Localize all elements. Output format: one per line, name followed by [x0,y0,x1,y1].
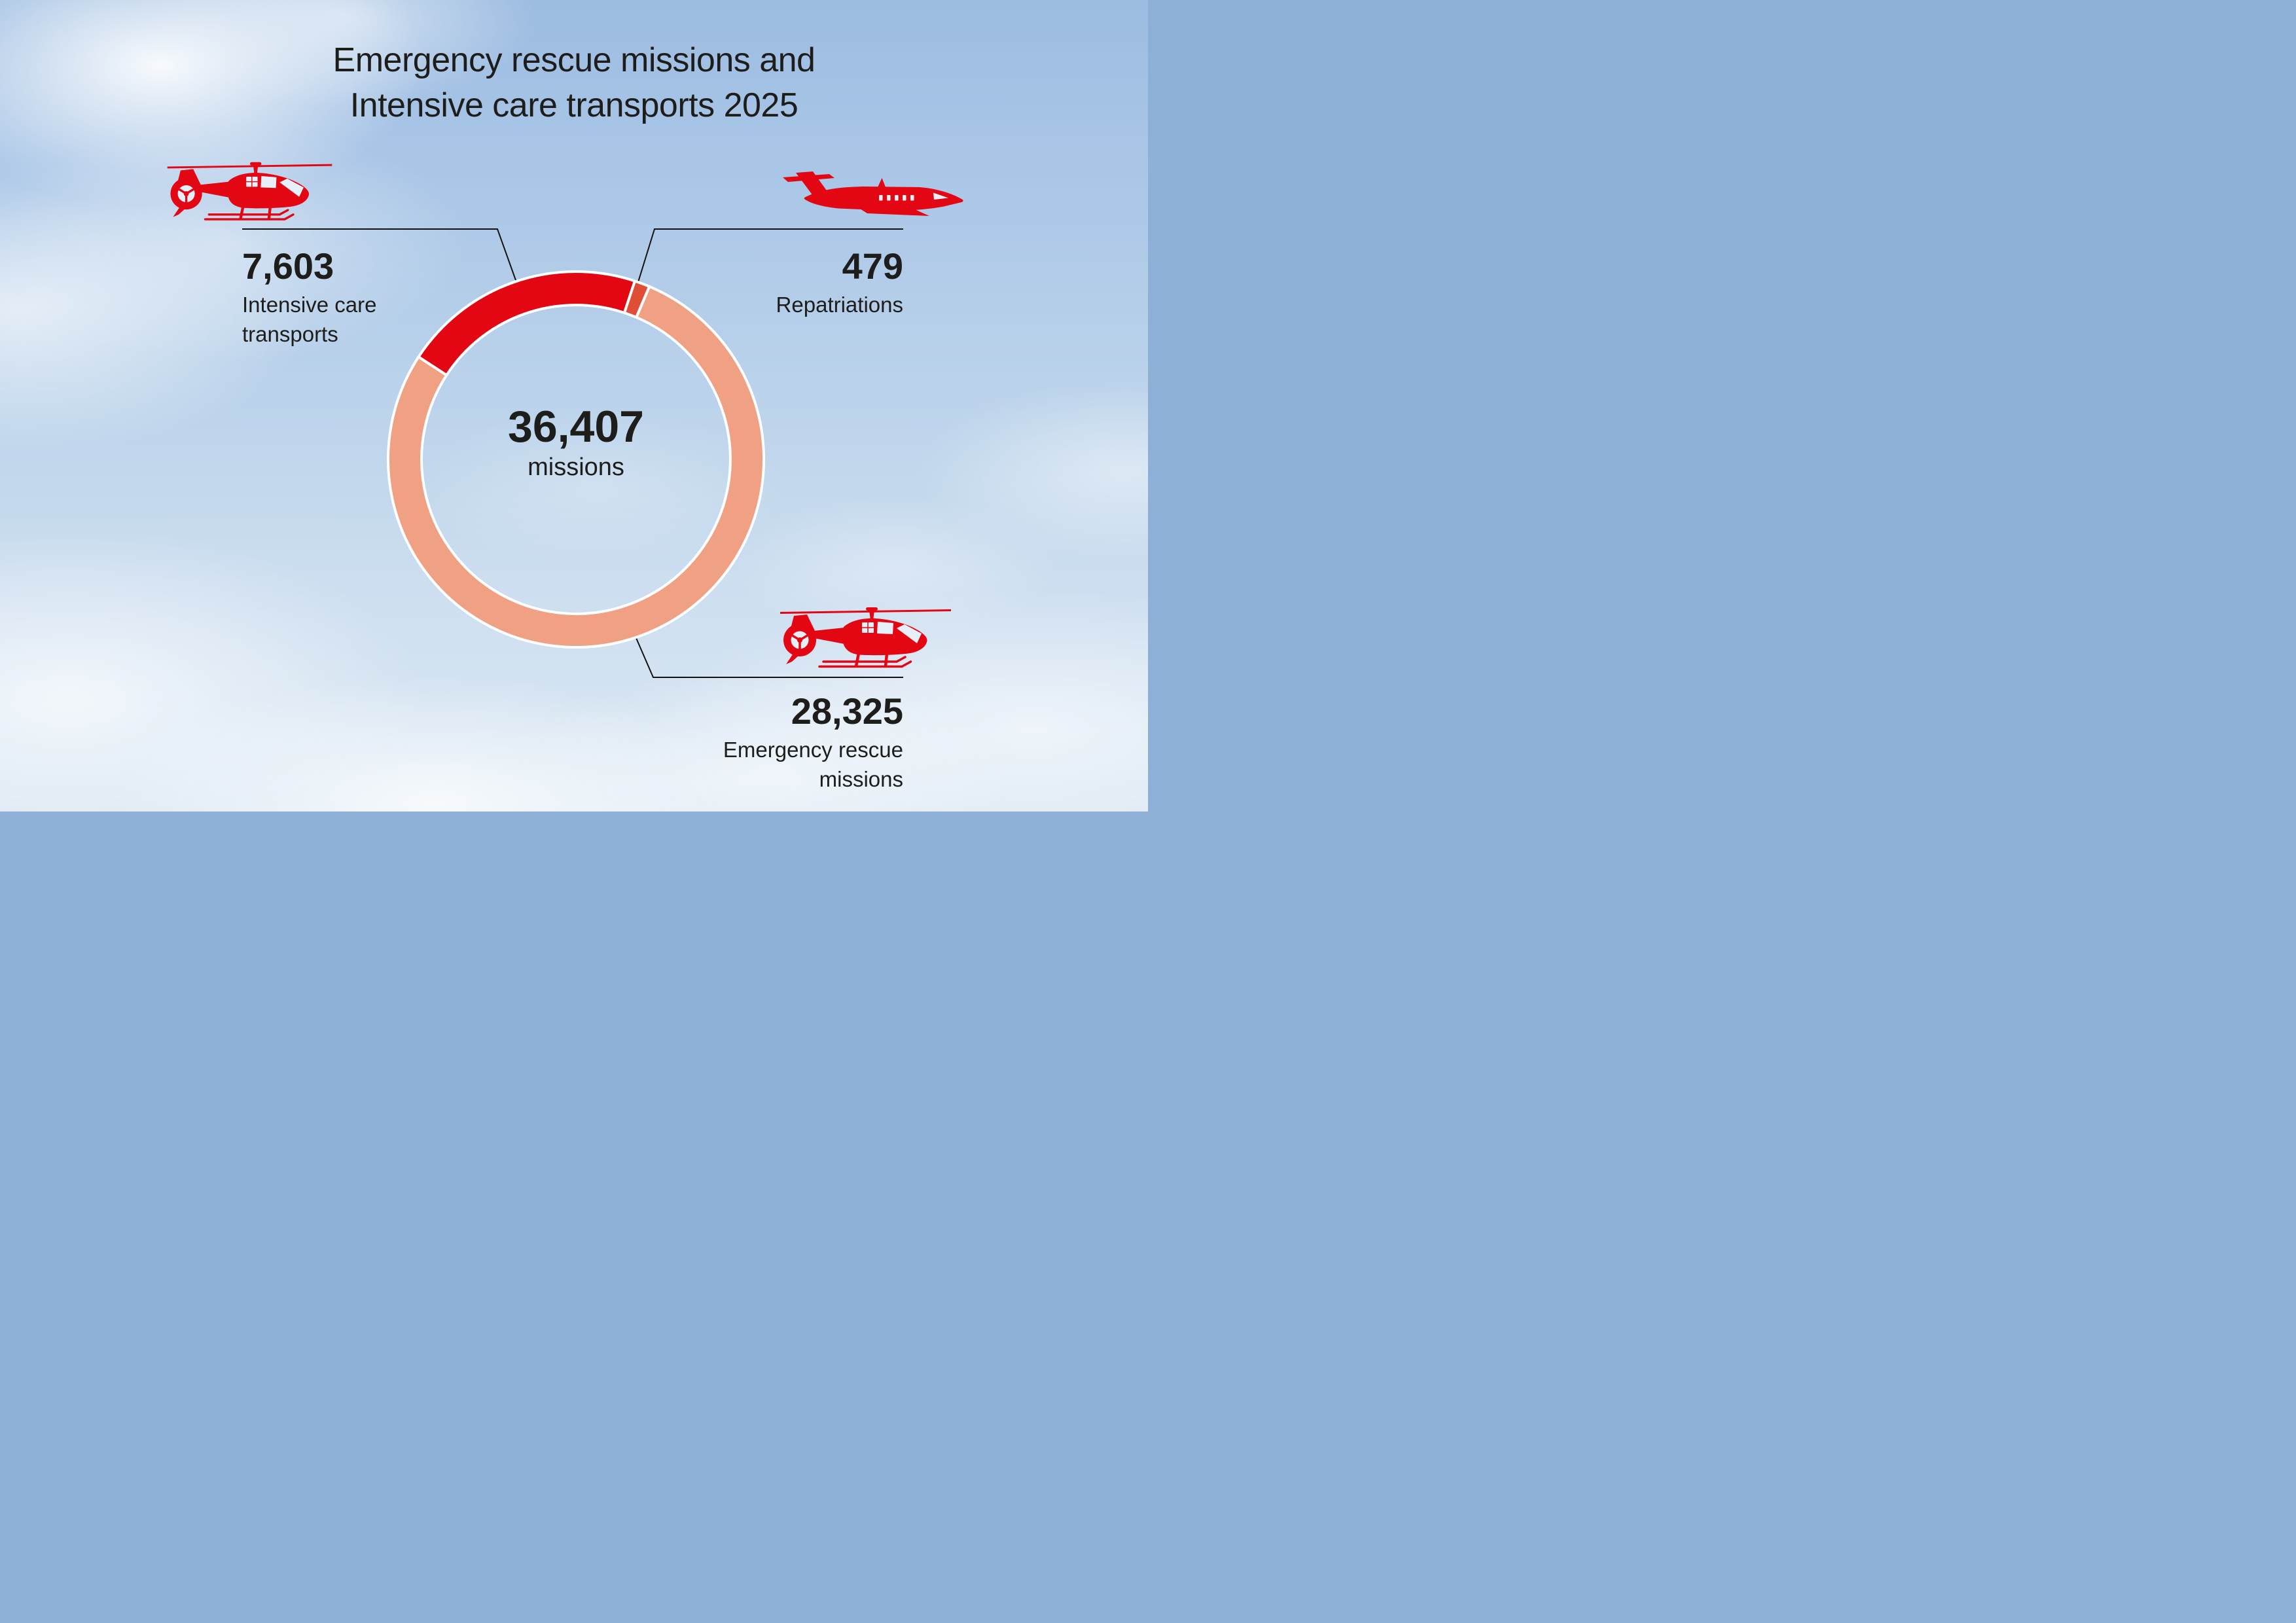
leader-line-intensive [242,228,517,283]
donut-segment-emergency-rescue-missions [387,285,765,649]
leader-line-repatriations [637,228,903,283]
page-title-line2: Intensive care transports 2025 [350,86,798,125]
intensive-care-value: 7,603 [242,245,334,287]
donut-center-label: 36,407 missions [445,404,707,482]
emergency-rescue-label-line2: missions [819,766,903,791]
callout-intensive-care: 7,603 Intensive care transports [242,247,478,349]
sky-background [0,0,1148,812]
jet-icon [783,171,963,216]
callout-repatriations: 479 Repatriations [628,247,903,320]
repatriations-value: 479 [842,245,903,287]
page-title: Emergency rescue missions and Intensive … [0,38,1148,128]
graphics-layer [0,0,963,678]
leader-line-emergency [636,637,903,678]
callout-emergency-rescue: 28,325 Emergency rescue missions [602,692,903,794]
total-missions-value: 36,407 [508,402,644,452]
page-title-line1: Emergency rescue missions and [332,41,816,79]
infographic-canvas: Emergency rescue missions and Intensive … [0,0,1148,812]
helicopter-icon [780,607,951,667]
helicopter-icon [168,162,332,219]
donut-chart [387,270,765,649]
intensive-care-label-line2: transports [242,321,338,346]
donut-segment-repatriations [622,279,651,319]
intensive-care-label-line1: Intensive care [242,292,377,317]
emergency-rescue-label-line1: Emergency rescue [723,737,903,762]
intensive-care-label: Intensive care transports [242,291,478,349]
emergency-rescue-label: Emergency rescue missions [602,736,903,794]
emergency-rescue-value: 28,325 [791,690,903,732]
repatriations-label: Repatriations [776,292,903,317]
total-missions-label: missions [528,454,624,481]
